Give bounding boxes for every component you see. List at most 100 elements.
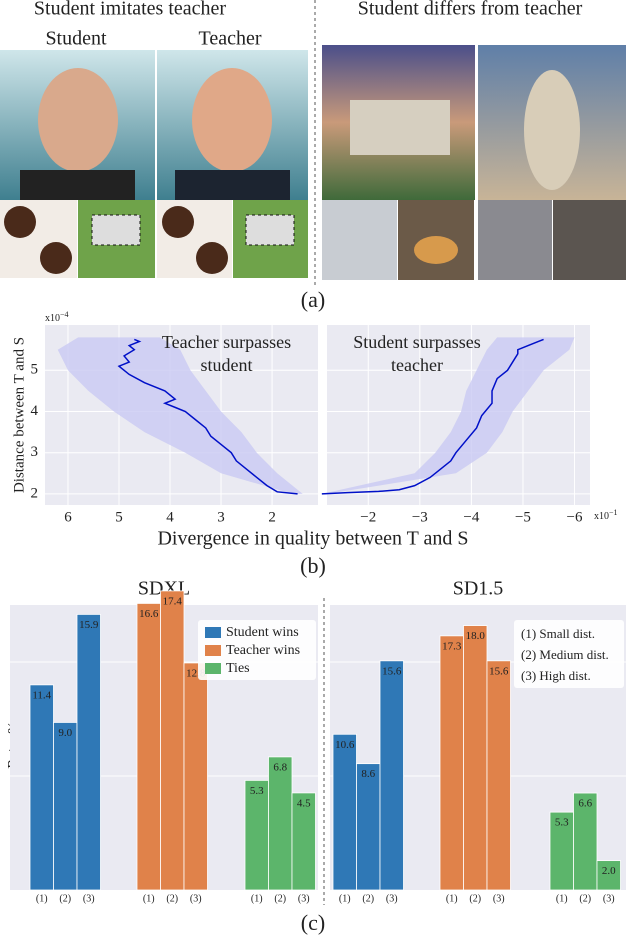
image — [322, 200, 397, 280]
bar — [53, 722, 78, 891]
image — [245, 214, 295, 246]
image — [40, 242, 72, 274]
bar — [356, 763, 381, 891]
value-label: 8.6 — [361, 768, 375, 780]
x-tick-label: 5 — [115, 509, 123, 525]
image-grid — [0, 45, 626, 280]
image — [162, 206, 194, 238]
annotation: teacher — [391, 355, 443, 375]
legend-swatch — [205, 663, 221, 674]
caption: (b) — [300, 553, 326, 578]
image — [524, 70, 580, 190]
axis-multiplier: x10−1 — [594, 508, 618, 522]
bar — [29, 684, 54, 891]
bar — [136, 603, 161, 891]
x-tick-label: (1) — [36, 893, 48, 904]
value-label: 17.3 — [442, 640, 462, 652]
value-label: 6.6 — [578, 798, 592, 810]
bar — [596, 860, 621, 891]
legend-label: (2) Medium dist. — [521, 647, 609, 662]
multiplier-exponent: −1 — [609, 508, 618, 517]
line — [117, 338, 298, 495]
image — [350, 100, 450, 155]
image — [196, 242, 228, 274]
image — [414, 236, 458, 264]
caption: (c) — [301, 910, 325, 935]
x-tick-label: −3 — [412, 509, 428, 525]
bar — [291, 792, 316, 891]
y-tick-label: 3 — [31, 444, 39, 460]
x-tick-label: (3) — [83, 893, 95, 904]
legend-label: (3) High dist. — [521, 668, 591, 683]
image — [20, 170, 135, 200]
value-label: 11.4 — [32, 689, 51, 701]
image — [175, 170, 290, 200]
x-tick-label: −6 — [567, 509, 583, 525]
y-axis-label: Distance between T and S — [11, 337, 27, 493]
x-tick-label: 2 — [268, 509, 276, 525]
bar — [573, 792, 598, 891]
multiplier-exponent: −4 — [60, 310, 69, 319]
x-tick-label: (2) — [274, 893, 286, 904]
y-tick-label: 4 — [31, 403, 39, 419]
value-label: 9.0 — [58, 727, 72, 739]
legend-label: Ties — [226, 661, 250, 676]
bar — [183, 662, 208, 891]
x-tick-label: (3) — [298, 893, 310, 904]
bar — [76, 613, 101, 891]
axis-multiplier: x10−4 — [45, 310, 69, 324]
x-tick-label: (2) — [59, 893, 71, 904]
bar — [160, 590, 185, 891]
bar — [332, 733, 357, 891]
x-tick-label: (1) — [446, 893, 458, 904]
value-label: 18.0 — [466, 630, 486, 642]
value-label: 6.8 — [273, 761, 287, 773]
x-tick-label: 3 — [217, 509, 225, 525]
x-tick-label: (1) — [251, 893, 263, 904]
value-label: 15.6 — [489, 665, 509, 677]
x-tick-label: −4 — [463, 509, 479, 525]
panel-title: Student differs from teacher — [358, 0, 583, 20]
chart-title: SD1.5 — [453, 578, 504, 600]
x-tick-label: (1) — [339, 893, 351, 904]
column-label: Teacher — [199, 28, 262, 50]
x-tick-label: (2) — [469, 893, 481, 904]
y-tick-label: 5 — [31, 362, 39, 378]
confidence-band — [321, 337, 575, 494]
bar — [379, 660, 404, 891]
legend-box — [514, 620, 624, 688]
value-label: 2.0 — [602, 865, 616, 877]
x-tick-label: (2) — [362, 893, 374, 904]
x-tick-label: (2) — [166, 893, 178, 904]
legend-label: Student wins — [226, 625, 299, 640]
image — [38, 68, 118, 172]
value-label: 17.4 — [163, 595, 183, 607]
x-tick-label: (2) — [579, 893, 591, 904]
legend-label: (1) Small dist. — [521, 626, 595, 641]
x-tick-label: −2 — [360, 509, 376, 525]
multiplier-base: x10 — [594, 511, 609, 522]
legend-label: Teacher wins — [226, 643, 300, 658]
y-tick-label: 2 — [31, 485, 39, 501]
value-label: 15.9 — [79, 619, 99, 631]
legend-box — [198, 620, 316, 680]
annotation: Student surpasses — [353, 332, 481, 352]
panel-title: Student imitates teacher — [34, 0, 226, 20]
annotation: Teacher surpasses — [162, 332, 291, 352]
annotation: student — [201, 355, 253, 375]
image — [4, 206, 36, 238]
image — [91, 214, 141, 246]
x-tick-label: −5 — [515, 509, 531, 525]
value-label: 16.6 — [139, 608, 159, 620]
confidence-band — [57, 337, 303, 494]
x-tick-label: (3) — [386, 893, 398, 904]
bar — [486, 660, 511, 891]
multiplier-base: x10 — [45, 313, 60, 324]
x-tick-label: (1) — [556, 893, 568, 904]
image — [478, 200, 552, 280]
x-tick-label: (3) — [493, 893, 505, 904]
line — [321, 338, 544, 495]
x-tick-label: (3) — [603, 893, 615, 904]
